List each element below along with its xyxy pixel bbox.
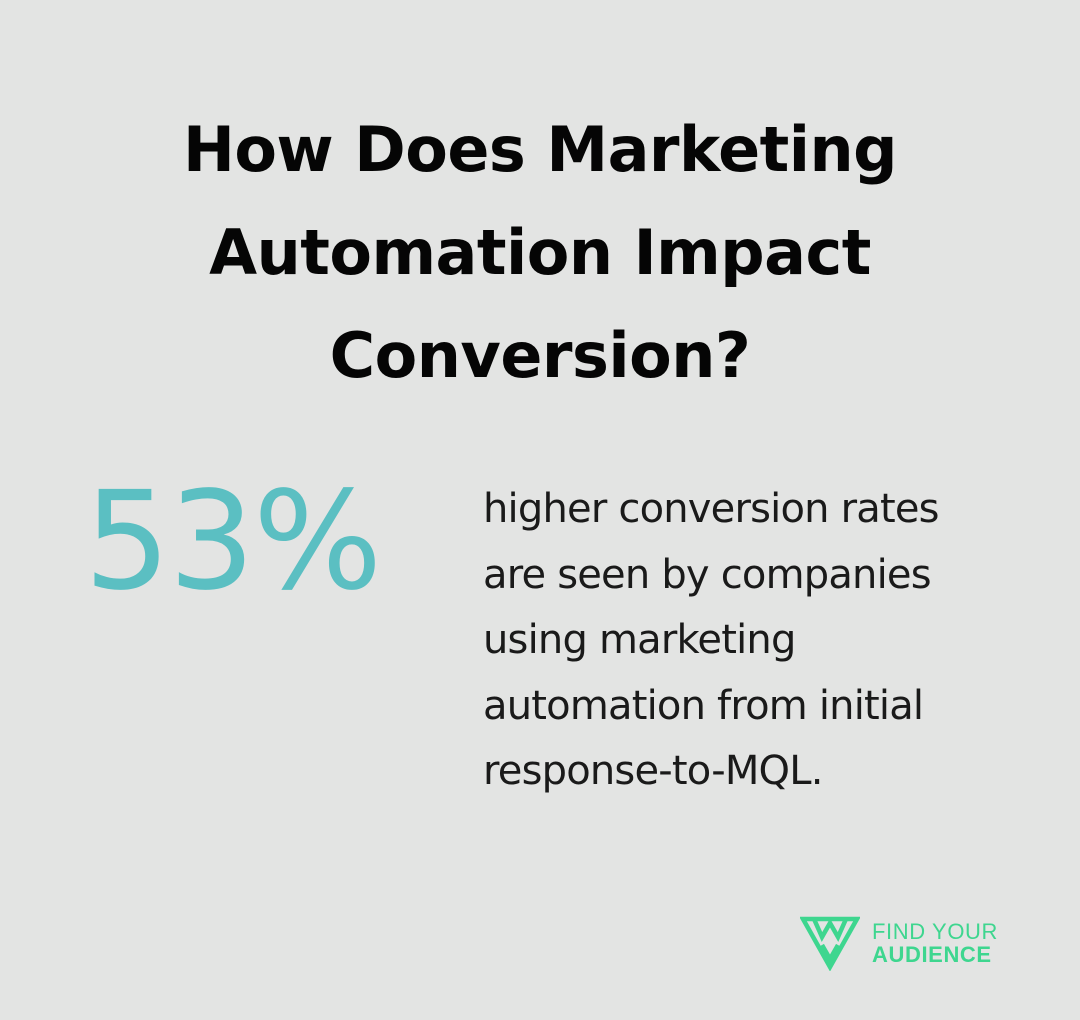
brand-logo: FIND YOUR AUDIENCE	[800, 915, 1020, 971]
stat-description: higher conversion rates are seen by comp…	[483, 477, 1043, 805]
stat-value: 53%	[84, 463, 382, 621]
stat-description-line: response-to-MQL.	[483, 748, 823, 794]
stat-description-line: are seen by companies	[483, 551, 932, 598]
brand-name-line1: FIND YOUR	[872, 919, 999, 944]
brand-name-line2: AUDIENCE	[872, 942, 992, 967]
page-title: How Does Marketing Automation Impact Con…	[182, 113, 898, 392]
stat-description-line: automation from initial	[483, 682, 924, 729]
stat-description-line: higher conversion rates	[483, 486, 940, 532]
stat-description-line: using marketing	[483, 617, 796, 663]
find-your-audience-logo-icon	[800, 916, 860, 971]
